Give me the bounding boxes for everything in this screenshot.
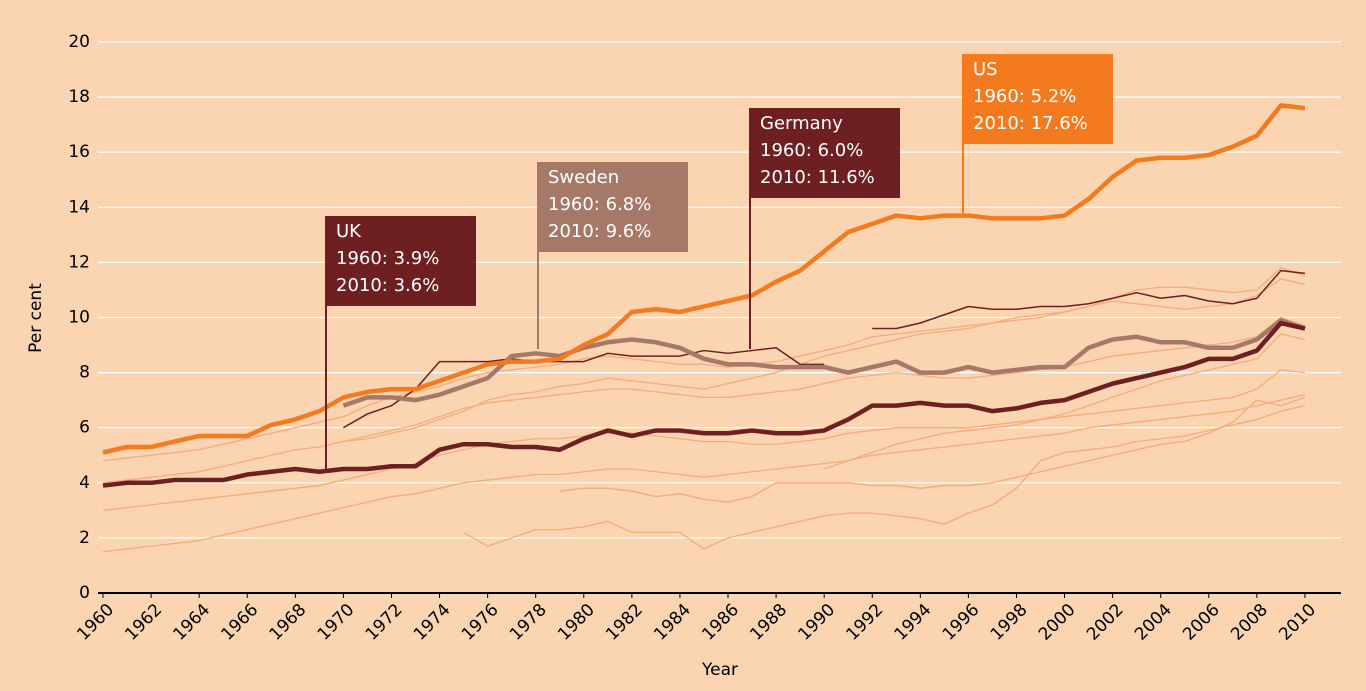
annotation-text: UK	[336, 221, 362, 242]
annotation-text: Germany	[760, 113, 843, 134]
annotation-text: 2010: 11.6%	[760, 167, 875, 188]
series-line	[102, 394, 1306, 553]
y-tick-label: 20	[68, 32, 90, 52]
annotation-text: 1960: 6.0%	[760, 140, 863, 161]
y-axis-label: Per cent	[26, 283, 46, 353]
annotation-box	[538, 162, 688, 252]
annotation-text: 1960: 5.2%	[973, 86, 1076, 107]
y-tick-label: 6	[79, 418, 90, 438]
y-tick-label: 0	[79, 583, 90, 603]
series-line	[102, 316, 1306, 484]
y-tick-label: 8	[79, 363, 90, 383]
y-tick-label: 12	[68, 252, 90, 272]
y-tick-label: 14	[68, 197, 90, 217]
annotation-text: 1960: 3.9%	[336, 248, 439, 269]
annotation-text: 1960: 6.8%	[548, 194, 651, 215]
series-line	[102, 103, 1306, 455]
annotation-box	[963, 54, 1113, 144]
annotation-box	[326, 216, 476, 306]
y-tick-label: 4	[79, 473, 90, 493]
annotation-text: 2010: 9.6%	[548, 221, 651, 242]
annotation-text: Sweden	[548, 167, 619, 188]
series-line	[823, 333, 1306, 470]
y-tick-label: 2	[79, 528, 90, 548]
y-tick-label: 10	[68, 308, 90, 328]
series-line	[102, 320, 1306, 488]
series-line	[463, 405, 1306, 550]
series-line	[102, 267, 1306, 462]
series-line	[343, 278, 1306, 443]
y-tick-label: 16	[68, 142, 90, 162]
series-line	[343, 269, 1306, 429]
annotation-text: 2010: 3.6%	[336, 275, 439, 296]
annotation-text: US	[973, 59, 998, 80]
annotation-text: 2010: 17.6%	[973, 113, 1088, 134]
series-line	[559, 396, 1306, 503]
y-tick-label: 18	[68, 87, 90, 107]
series-line	[102, 369, 1306, 511]
annotation-box	[750, 108, 900, 198]
x-axis-label: Year	[701, 660, 738, 680]
